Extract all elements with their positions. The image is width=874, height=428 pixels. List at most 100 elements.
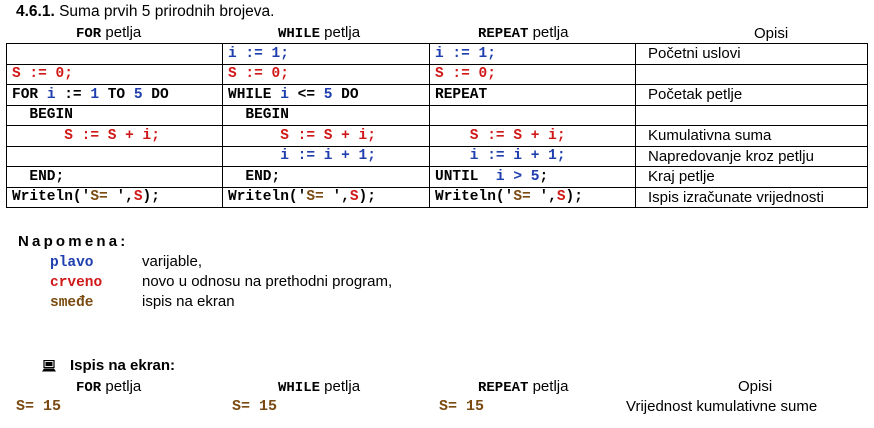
code-token: Writeln(' — [228, 189, 307, 206]
while-code-cell: BEGIN — [222, 104, 430, 126]
loop-comparison-table: i := 1; i := 1; Početni uslovi S := 0; S := … — [6, 43, 868, 208]
legend-text: novo u odnosu na prethodni program, — [142, 273, 393, 290]
output-value-while: S= 15 — [232, 398, 278, 415]
code-token: S= — [306, 189, 333, 206]
code-token: i := i + 1; — [435, 148, 566, 165]
description-cell: Kumulativna suma — [635, 125, 868, 147]
description-cell: Početni uslovi — [635, 43, 868, 65]
code-token: END; — [228, 168, 281, 185]
output-title: Ispis na ekran: — [70, 357, 176, 374]
for-code-cell — [6, 145, 223, 167]
code-token: i — [46, 86, 56, 103]
code-token: END; — [12, 168, 65, 185]
legend-term: crveno — [50, 275, 103, 291]
code-token: DO — [332, 86, 359, 103]
description-cell: Početak petlje — [635, 84, 868, 106]
code-token: ); — [142, 189, 160, 206]
code-token: S := S + i; — [228, 127, 376, 144]
code-token: ', — [539, 189, 557, 206]
header-descriptions: Opisi — [754, 25, 789, 42]
output-value-repeat: S= 15 — [439, 398, 485, 415]
for-code-cell: S := 0; — [6, 63, 223, 85]
code-token: 5 — [133, 86, 143, 103]
code-token: Writeln(' — [435, 189, 514, 206]
while-code-cell: i := 1; — [222, 43, 430, 65]
table-row: Writeln('S= ',S); Writeln('S= ',S); Writel… — [6, 186, 868, 208]
code-token: <= — [288, 86, 324, 103]
code-token: S := S + i; — [12, 127, 160, 144]
code-token: ); — [358, 189, 376, 206]
for-code-cell — [6, 43, 223, 65]
while-code-cell: i := i + 1; — [222, 145, 430, 167]
code-token: BEGIN — [228, 107, 289, 124]
repeat-code-cell: i := 1; — [429, 43, 636, 65]
legend-row-brown: smeđe ispis na ekran — [50, 293, 235, 311]
heading-number: 4.6.1. — [16, 3, 55, 20]
table-row: i := 1; i := 1; Početni uslovi — [6, 43, 868, 65]
legend-text: varijable, — [142, 253, 203, 270]
code-token: S= — [513, 189, 540, 206]
output-header-descriptions: Opisi — [738, 378, 773, 395]
code-token: S — [133, 189, 143, 206]
table-row: END; END; UNTIL i > 5; Kraj petlje — [6, 166, 868, 188]
while-code-cell: S := 0; — [222, 63, 430, 85]
code-token: DO — [142, 86, 169, 103]
code-token: 1 — [90, 86, 100, 103]
code-token: i := i + 1; — [228, 148, 376, 165]
output-value-for: S= 15 — [16, 398, 62, 415]
header-for: FOR petlja — [76, 24, 142, 42]
for-code-cell: Writeln('S= ',S); — [6, 186, 223, 208]
code-token: S := 0; — [12, 66, 73, 83]
description-cell: Napredovanje kroz petlju — [635, 145, 868, 167]
code-token: REPEAT — [435, 86, 488, 103]
repeat-code-cell: S := S + i; — [429, 125, 636, 147]
heading-text: Suma prvih 5 prirodnih brojeva. — [59, 3, 275, 20]
code-token: TO — [99, 86, 134, 103]
for-code-cell: BEGIN — [6, 104, 223, 126]
legend-row-blue: plavo varijable, — [50, 253, 202, 271]
code-token: ', — [332, 189, 350, 206]
header-repeat: REPEAT petlja — [478, 24, 569, 42]
legend-text: ispis na ekran — [142, 293, 235, 310]
description-cell: Kraj petlje — [635, 166, 868, 188]
code-token: 5 — [323, 86, 333, 103]
description-cell: Ispis izračunate vrijednosti — [635, 186, 868, 208]
while-code-cell: Writeln('S= ',S); — [222, 186, 430, 208]
code-token: ', — [116, 189, 134, 206]
code-token: BEGIN — [12, 107, 73, 124]
while-code-cell: WHILE i <= 5 DO — [222, 84, 430, 106]
description-cell — [635, 63, 868, 85]
code-token: S := 0; — [435, 66, 496, 83]
table-row: S := 0; S := 0; S := 0; — [6, 63, 868, 85]
repeat-code-cell: S := 0; — [429, 63, 636, 85]
code-token: i — [280, 86, 289, 103]
table-row: i := i + 1; i := i + 1; Napredovanje kroz… — [6, 145, 868, 167]
description-cell — [635, 104, 868, 126]
code-token: WHILE — [228, 86, 281, 103]
code-token: i := 1; — [228, 45, 289, 62]
code-token: ; — [539, 168, 549, 185]
code-token: UNTIL — [435, 168, 496, 185]
code-token: := — [55, 86, 91, 103]
code-token: S — [349, 189, 359, 206]
code-token: i := 1; — [435, 45, 496, 62]
legend-term: smeđe — [50, 295, 94, 311]
code-token: S — [556, 189, 566, 206]
output-header-for: FOR petlja — [76, 378, 142, 396]
while-code-cell: S := S + i; — [222, 125, 430, 147]
computer-icon — [42, 360, 56, 372]
output-description: Vrijednost kumulativne sume — [626, 398, 818, 415]
for-code-cell: S := S + i; — [6, 125, 223, 147]
table-row: FOR i := 1 TO 5 DO WHILE i <= 5 DO REPEAT P… — [6, 84, 868, 106]
code-token: i > 5 — [495, 168, 540, 185]
repeat-code-cell: i := i + 1; — [429, 145, 636, 167]
note-title: Napomena: — [18, 233, 129, 250]
repeat-code-cell — [429, 104, 636, 126]
repeat-code-cell: UNTIL i > 5; — [429, 166, 636, 188]
code-token: S := 0; — [228, 66, 289, 83]
legend-row-red: crveno novo u odnosu na prethodni program… — [50, 273, 392, 291]
code-token: Writeln(' — [12, 189, 91, 206]
for-code-cell: END; — [6, 166, 223, 188]
header-while: WHILE petlja — [278, 24, 361, 42]
output-header-repeat: REPEAT petlja — [478, 378, 569, 396]
